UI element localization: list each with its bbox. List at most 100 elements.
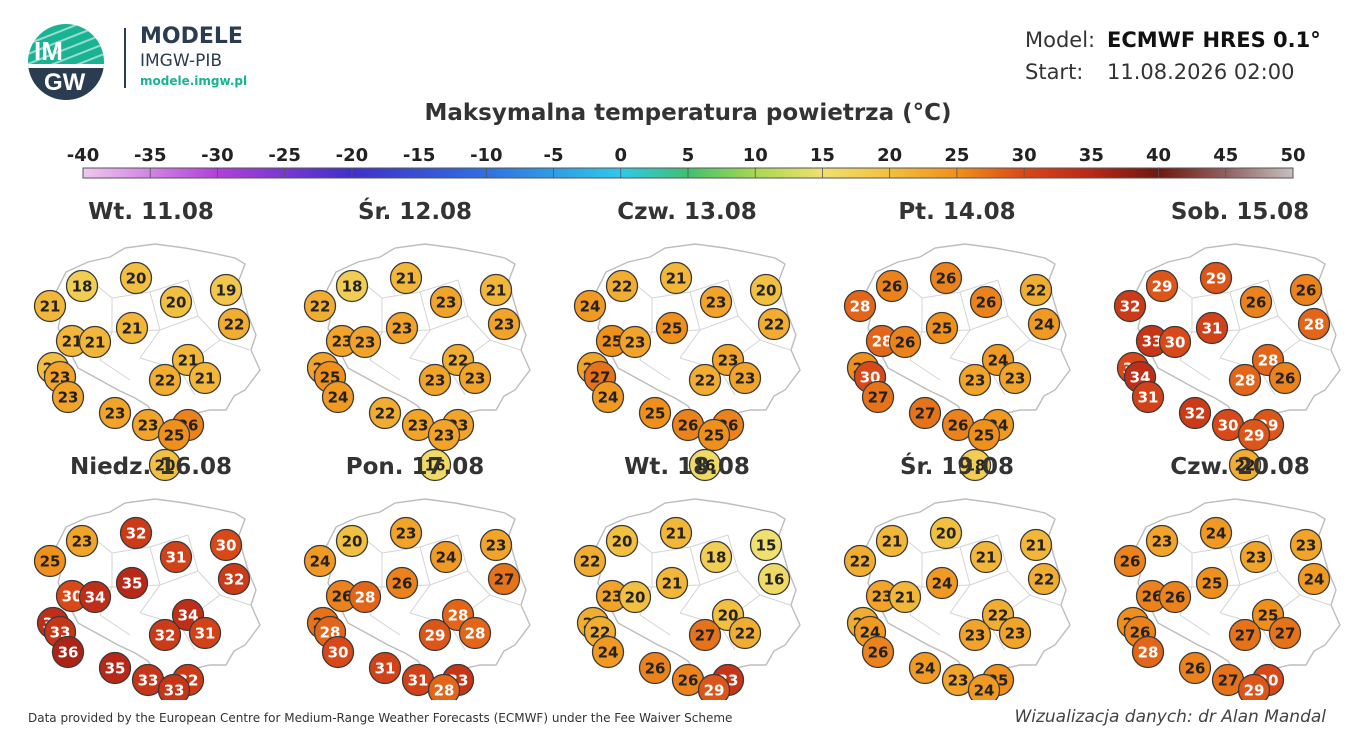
- city-marker: 29: [1237, 673, 1271, 700]
- region-border: [99, 614, 131, 636]
- city-marker: 24: [591, 635, 625, 669]
- temperature-label: 23: [138, 417, 159, 435]
- city-marker: 23: [401, 408, 435, 442]
- temperature-circle: [1019, 528, 1053, 562]
- temperature-label: 26: [678, 672, 699, 690]
- city-marker: 22: [757, 307, 791, 341]
- city-marker: 34: [78, 580, 112, 614]
- city-marker: 20: [618, 580, 652, 614]
- temperature-circle: [33, 544, 67, 578]
- temperature-circle: [1237, 418, 1271, 452]
- temperature-label: 31: [408, 672, 429, 690]
- poland-map: 2626222826242825253026242327232726242518: [843, 243, 1071, 482]
- temperature-label: 21: [122, 320, 143, 338]
- colorbar-tick-label: -40: [67, 145, 100, 166]
- temperature-label: 24: [328, 389, 349, 407]
- city-marker: 31: [188, 616, 222, 650]
- temperature-label: 23: [72, 533, 93, 551]
- temperature-label: 21: [178, 352, 199, 370]
- temperature-circle: [303, 544, 337, 578]
- temperature-label: 23: [355, 334, 376, 352]
- temperature-circle: [65, 269, 99, 303]
- poland-map: 2023232424272626272828282830293131332825: [303, 498, 531, 700]
- colorbar-tick-label: 30: [1012, 145, 1037, 166]
- poland-map: 1820192120222121202321212123222323262520: [33, 243, 261, 482]
- temperature-label: 35: [105, 660, 126, 678]
- temperature-label: 24: [1034, 316, 1055, 334]
- temperature-label: 31: [375, 660, 396, 678]
- temperature-circle: [385, 566, 419, 600]
- city-marker: 30: [321, 635, 355, 669]
- temperature-circle: [1228, 618, 1262, 652]
- temperature-circle: [605, 269, 639, 303]
- temperature-label: 26: [392, 575, 413, 593]
- brand-url[interactable]: modele.imgw.pl: [140, 74, 248, 88]
- colorbar-tick-label: -30: [201, 145, 234, 166]
- temperature-circle: [843, 289, 877, 323]
- day-panel: Śr. 12.081821212223232323232523222324232…: [303, 197, 531, 482]
- temperature-circle: [605, 524, 639, 558]
- colorbar-tick-label: -25: [268, 145, 301, 166]
- colorbar-tick-label: -20: [336, 145, 369, 166]
- temperature-circle: [217, 307, 251, 341]
- city-marker: 28: [348, 580, 382, 614]
- temperature-label: 24: [988, 352, 1009, 370]
- city-marker: 21: [33, 289, 67, 323]
- temperature-label: 23: [465, 370, 486, 388]
- temperature-label: 16: [695, 457, 716, 475]
- temperature-label: 23: [486, 537, 507, 555]
- temperature-circle: [418, 363, 452, 397]
- city-marker: 23: [348, 325, 382, 359]
- temperature-circle: [969, 540, 1003, 574]
- city-marker: 23: [958, 618, 992, 652]
- city-marker: 23: [427, 418, 461, 452]
- temperature-label: 28: [448, 607, 469, 625]
- temperature-circle: [1228, 448, 1262, 482]
- temperature-circle: [1019, 273, 1053, 307]
- temperature-label: 28: [1304, 316, 1325, 334]
- city-marker: 33: [1135, 324, 1169, 358]
- temperature-label: 36: [58, 644, 79, 662]
- temperature-label: 21: [396, 270, 417, 288]
- temperature-circle: [321, 380, 355, 414]
- temperature-label: 23: [965, 627, 986, 645]
- city-marker: 26: [861, 635, 895, 669]
- city-marker: 26: [929, 261, 963, 295]
- city-marker: 26: [1178, 651, 1212, 685]
- temperature-circle: [148, 618, 182, 652]
- temperature-label: 22: [988, 607, 1009, 625]
- temperature-label: 30: [328, 644, 349, 662]
- temperature-circle: [618, 580, 652, 614]
- temperature-circle: [1027, 307, 1061, 341]
- temperature-circle: [78, 325, 112, 359]
- city-marker: 23: [595, 579, 629, 613]
- temperature-label: 20: [756, 282, 777, 300]
- city-marker: 16: [688, 448, 722, 482]
- city-marker: 23: [618, 325, 652, 359]
- temperature-label: 18: [342, 278, 363, 296]
- city-marker: 23: [418, 363, 452, 397]
- city-marker: 28: [458, 616, 492, 650]
- temperature-label: 21: [85, 334, 106, 352]
- city-marker: 25: [638, 396, 672, 430]
- temperature-label: 34: [178, 607, 199, 625]
- city-marker: 26: [875, 269, 909, 303]
- city-marker: 22: [1019, 273, 1053, 307]
- colorbar-tick-label: 20: [877, 145, 902, 166]
- temperature-label: 26: [1246, 294, 1267, 312]
- colorbar-tick-label: 35: [1079, 145, 1104, 166]
- temperature-circle: [1145, 269, 1179, 303]
- temperature-circle: [119, 516, 153, 550]
- temperature-label: 21: [1026, 537, 1047, 555]
- brand-title: MODELE: [140, 24, 243, 49]
- city-marker: 25: [1195, 566, 1229, 600]
- temperature-circle: [209, 273, 243, 307]
- temperature-label: 23: [1246, 549, 1267, 567]
- temperature-circle: [418, 448, 452, 482]
- temperature-circle: [655, 566, 689, 600]
- city-marker: 20: [119, 261, 153, 295]
- city-marker: 23: [998, 361, 1032, 395]
- city-marker: 30: [1158, 325, 1192, 359]
- temperature-label: 25: [40, 553, 61, 571]
- city-marker: 22: [605, 269, 639, 303]
